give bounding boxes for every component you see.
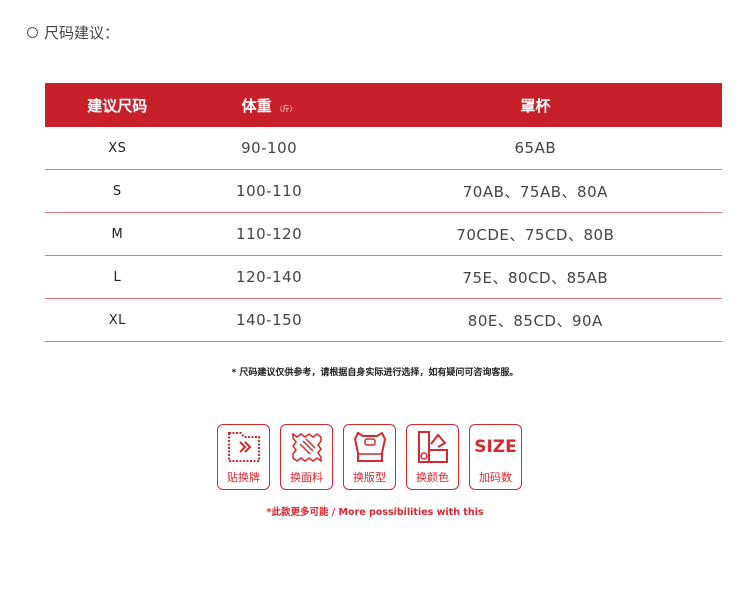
size-icon: SIZE: [474, 437, 517, 457]
section-title: 尺码建议：: [27, 22, 119, 43]
size-table: 建议尺码 体重 （斤） 罩杯 XS 90-100 65AB S 100-110 70AB、7…: [45, 83, 722, 342]
option-size: SIZE 加码数: [469, 424, 522, 490]
header-size: 建议尺码: [45, 83, 190, 127]
circle-icon: [27, 27, 38, 38]
size-cell: XL: [45, 298, 190, 342]
size-cell: XS: [45, 127, 190, 170]
garment-icon: [353, 431, 386, 462]
cup-cell: 80E、85CD、90A: [348, 298, 722, 342]
cup-cell: 75E、80CD、85AB: [348, 255, 722, 299]
label-swap-icon: [227, 432, 260, 462]
table-row: S 100-110 70AB、75AB、80A: [45, 169, 722, 213]
option-fabric: 换面料: [280, 424, 333, 490]
weight-cell: 90-100: [189, 127, 349, 170]
size-note: * 尺码建议仅供参考，请根据自身实际进行选择，如有疑问可咨询客服。: [231, 368, 519, 378]
color-swatch-icon: [417, 431, 448, 463]
option-garment: 换版型: [343, 424, 396, 490]
table-row: M 110-120 70CDE、75CD、80B: [45, 212, 722, 256]
table-row: XL 140-150 80E、85CD、90A: [45, 298, 722, 342]
size-cell: S: [45, 169, 190, 213]
table-row: L 120-140 75E、80CD、85AB: [45, 255, 722, 299]
more-possibilities: *此款更多可能 / More possibilities with this: [266, 507, 484, 518]
option-color: 换颜色: [406, 424, 459, 490]
weight-cell: 120-140: [189, 255, 349, 299]
weight-cell: 140-150: [189, 298, 349, 342]
cup-cell: 70CDE、75CD、80B: [348, 212, 722, 256]
header-cup: 罩杯: [348, 83, 722, 127]
size-cell: M: [45, 212, 190, 256]
option-label-swap: 贴换牌: [217, 424, 270, 490]
fabric-icon: [291, 432, 322, 463]
weight-cell: 110-120: [189, 212, 349, 256]
header-weight: 体重 （斤）: [189, 83, 349, 127]
cup-cell: 65AB: [348, 127, 722, 170]
table-row: XS 90-100 65AB: [45, 127, 722, 170]
size-cell: L: [45, 255, 190, 299]
cup-cell: 70AB、75AB、80A: [348, 169, 722, 213]
weight-cell: 100-110: [189, 169, 349, 213]
